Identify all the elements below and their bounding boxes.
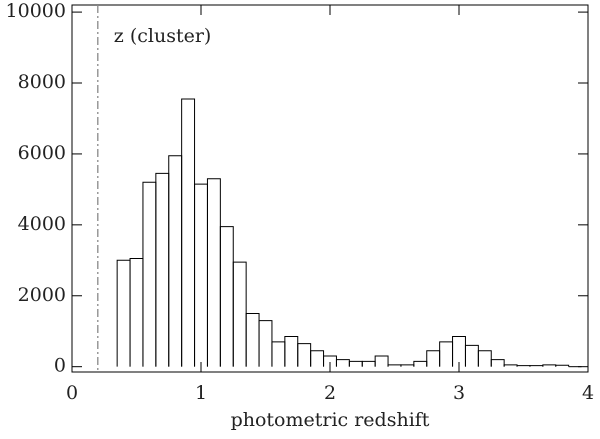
y-tick-label: 6000	[18, 142, 66, 164]
histogram-bar	[129, 258, 144, 367]
histogram-bar	[439, 341, 454, 367]
histogram-bar	[400, 364, 415, 367]
cluster-label: z (cluster)	[114, 25, 212, 47]
histogram-bar	[206, 178, 221, 367]
histogram-bar	[361, 360, 376, 367]
y-tick-label: 0	[54, 355, 66, 377]
histogram-bar	[387, 364, 402, 367]
histogram-bar	[348, 360, 363, 367]
histogram-bar	[245, 312, 260, 367]
histogram-bar	[155, 172, 170, 367]
histogram-bar	[232, 261, 247, 367]
x-tick-label: 0	[66, 382, 78, 404]
histogram-bar	[426, 350, 441, 367]
histogram-bar	[194, 183, 208, 367]
histogram-bar	[219, 226, 234, 367]
histogram-bar	[284, 336, 299, 367]
histogram-bar	[168, 155, 183, 367]
y-tick-label: 2000	[18, 284, 66, 306]
y-tick-label: 4000	[18, 213, 66, 235]
histogram-bar	[258, 320, 273, 367]
histogram-bar	[464, 344, 479, 367]
x-tick-label: 4	[582, 382, 594, 404]
histogram-bar	[310, 350, 325, 367]
histogram-bar	[529, 365, 544, 367]
x-tick-label: 1	[195, 382, 207, 404]
histogram-bar	[490, 359, 505, 367]
histogram-bar	[542, 364, 557, 367]
histogram-bar	[477, 350, 492, 367]
histogram-bar	[503, 364, 518, 367]
histogram-bar	[271, 341, 286, 367]
x-tick-label: 2	[324, 382, 336, 404]
histogram-bar	[374, 355, 389, 367]
histogram-bar	[116, 259, 131, 367]
x-tick-label: 3	[453, 382, 465, 404]
x-axis-label: photometric redshift	[231, 409, 430, 431]
histogram-bar	[181, 98, 196, 367]
histogram-bar	[297, 343, 312, 367]
y-tick-label: 8000	[18, 71, 66, 93]
histogram-bar	[142, 181, 157, 367]
histogram-bar	[555, 364, 570, 367]
histogram-bar	[335, 359, 350, 367]
plot-frame	[71, 4, 589, 373]
y-tick-label: 10000	[6, 0, 66, 22]
histogram-bar	[413, 360, 428, 367]
histogram-bar	[516, 365, 531, 367]
